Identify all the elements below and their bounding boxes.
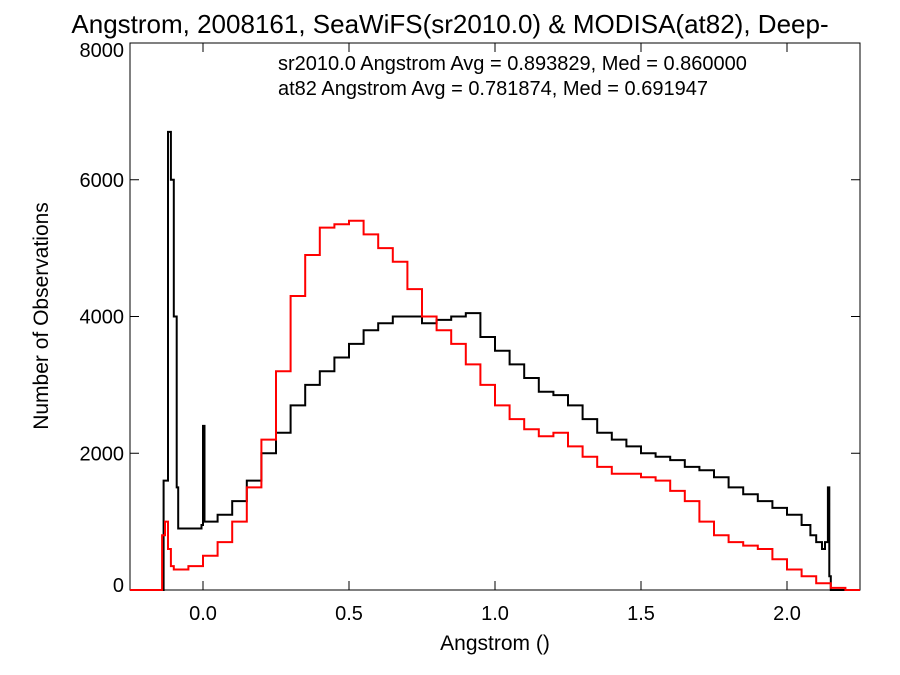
x-tick-label: 1.5 [627, 603, 655, 625]
annotation-sr2010: sr2010.0 Angstrom Avg = 0.893829, Med = … [278, 53, 747, 75]
x-tick-label: 2.0 [773, 603, 801, 625]
y-tick-label: 4000 [80, 307, 125, 329]
series-layer [130, 130, 860, 591]
plot-frame [129, 42, 861, 591]
chart-title: Angstrom, 2008161, SeaWiFS(sr2010.0) & M… [71, 9, 828, 39]
y-tick-label: 8000 [80, 40, 125, 62]
series-line-sr2010 [130, 130, 860, 591]
x-axis-label: Angstrom () [440, 632, 550, 655]
y-tick-label: 6000 [80, 170, 125, 192]
y-tick-label: 2000 [80, 443, 125, 465]
x-axis-ticks: 0.0 0.5 1.0 1.5 2.0 [189, 43, 801, 625]
y-axis-ticks: 0 2000 4000 6000 8000 [80, 40, 860, 597]
annotation-at82: at82 Angstrom Avg = 0.781874, Med = 0.69… [278, 78, 708, 100]
series-line-at82 [130, 219, 860, 591]
x-tick-label: 0.5 [335, 603, 363, 625]
y-axis-label: Number of Observations [30, 202, 53, 430]
y-tick-label: 0 [113, 575, 124, 597]
x-tick-label: 1.0 [481, 603, 509, 625]
x-tick-label: 0.0 [189, 603, 217, 625]
